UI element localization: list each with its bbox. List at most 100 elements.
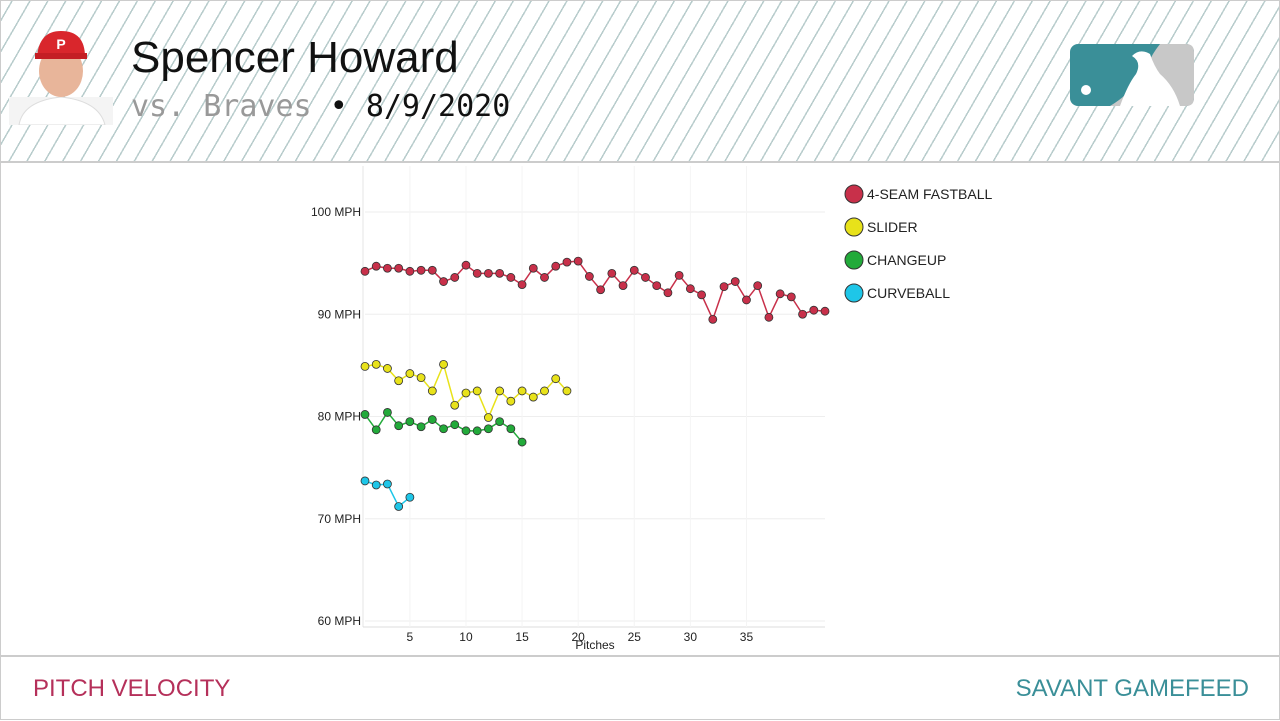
x-tick-label: 15 <box>515 630 529 644</box>
pitch-point <box>394 502 404 511</box>
pitch-point <box>798 309 807 319</box>
x-tick-label: 10 <box>459 630 473 644</box>
footer: PITCH VELOCITY SAVANT GAMEFEED <box>1 655 1279 721</box>
pitch-point <box>405 492 415 502</box>
legend-label: CHANGEUP <box>867 252 946 268</box>
pitch-point <box>584 272 594 281</box>
pitch-point <box>540 386 549 396</box>
y-tick-label: 100 MPH <box>311 205 361 219</box>
pitch-point <box>371 425 381 435</box>
opponent: vs. Braves <box>131 89 312 124</box>
x-tick-label: 30 <box>684 630 698 644</box>
pitch-point <box>596 285 606 295</box>
pitch-point <box>450 420 460 430</box>
pitch-point <box>360 476 370 486</box>
pitch-point <box>439 277 448 286</box>
pitch-point <box>495 386 505 396</box>
pitch-point <box>383 263 392 273</box>
pitch-point <box>405 369 415 378</box>
pitch-point <box>360 266 370 276</box>
pitch-point <box>506 396 516 406</box>
game-date: 8/9/2020 <box>365 89 511 124</box>
pitch-point <box>416 422 426 432</box>
pitch-point <box>472 268 482 278</box>
pitch-point <box>484 268 493 278</box>
pitch-point <box>427 415 437 424</box>
pitch-point <box>652 281 662 291</box>
pitch-point <box>383 408 392 417</box>
pitch-point <box>517 280 527 290</box>
pitch-point <box>764 312 774 322</box>
pitch-point <box>551 261 561 271</box>
header: P Spencer Howard vs. Braves • 8/9/2020 <box>1 1 1279 163</box>
pitch-point <box>551 374 561 384</box>
separator: • <box>329 89 348 124</box>
x-tick-label: 25 <box>628 630 642 644</box>
pitch-point <box>394 421 404 431</box>
pitch-point <box>371 480 381 490</box>
pitch-point <box>461 426 471 436</box>
pitch-point <box>562 386 572 396</box>
pitch-point <box>663 288 673 298</box>
pitch-point <box>742 295 751 305</box>
pitch-point <box>809 305 819 315</box>
player-photo: P <box>9 31 113 125</box>
pitch-point <box>607 268 617 278</box>
legend-swatch <box>844 283 864 303</box>
pitch-point <box>371 359 381 369</box>
pitch-point <box>383 479 392 489</box>
chart: Pitches 60 MPH 70 MPH 80 MPH 90 MPH 100 MPH 5… <box>311 166 992 652</box>
pitch-point <box>641 273 650 282</box>
pitch-point <box>360 410 370 419</box>
mlb-logo <box>1070 44 1194 106</box>
pitch-point <box>573 256 583 266</box>
pitch-point <box>820 306 830 316</box>
pitch-point <box>540 273 549 282</box>
pitch-point <box>461 388 471 398</box>
footer-title: PITCH VELOCITY <box>33 675 231 702</box>
pitch-point <box>450 273 460 282</box>
x-tick-label: 35 <box>740 630 754 644</box>
pitch-point <box>618 281 628 291</box>
pitch-point <box>416 265 426 275</box>
pitch-point <box>517 386 527 396</box>
pitch-point <box>730 277 740 286</box>
pitch-point <box>506 273 516 282</box>
legend-label: SLIDER <box>867 219 918 235</box>
player-name: Spencer Howard <box>131 33 459 82</box>
pitch-point <box>697 290 706 300</box>
legend-swatch <box>844 250 864 270</box>
y-tick-label: 60 MPH <box>318 614 361 628</box>
legend-swatch <box>844 184 864 204</box>
x-tick-label: 5 <box>407 630 414 644</box>
pitch-point <box>371 261 381 271</box>
pitch-point <box>416 373 426 383</box>
pitch-point <box>405 266 415 276</box>
pitch-point <box>360 362 370 371</box>
pitch-point <box>506 424 516 434</box>
pitch-point <box>439 359 448 369</box>
pitch-point <box>528 263 538 273</box>
pitch-point <box>674 271 684 280</box>
pitch-point <box>472 386 482 396</box>
pitch-point <box>629 265 639 275</box>
pitch-point <box>450 400 460 410</box>
pitch-point <box>528 392 538 402</box>
x-axis-label: Pitches <box>575 638 614 652</box>
pitch-point <box>427 386 437 396</box>
svg-text:P: P <box>56 36 65 52</box>
pitch-point <box>439 424 448 434</box>
pitch-point <box>427 265 437 275</box>
y-tick-label: 80 MPH <box>318 410 361 424</box>
pitch-point <box>383 364 392 373</box>
pitch-point <box>394 376 404 386</box>
x-tick-label: 20 <box>571 630 585 644</box>
legend-label: CURVEBALL <box>867 285 950 301</box>
pitch-point <box>753 281 763 291</box>
y-tick-label: 90 MPH <box>318 307 361 321</box>
legend-label: 4-SEAM FASTBALL <box>867 186 992 202</box>
pitch-point <box>472 426 482 436</box>
pitch-point <box>517 437 527 447</box>
pitch-point <box>685 284 695 294</box>
pitch-point <box>461 260 471 270</box>
